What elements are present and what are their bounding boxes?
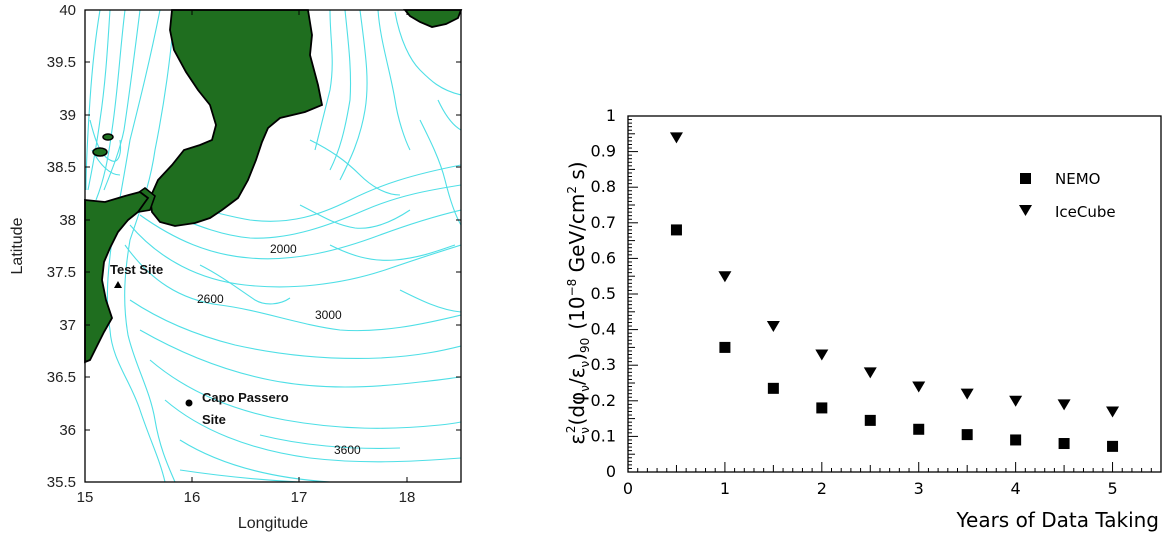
y-tick-label: 0.6 — [591, 248, 616, 267]
ylabel-eps: ε — [565, 434, 589, 445]
x-tick-label: 0 — [623, 479, 633, 498]
y-tick-label: 0.9 — [591, 142, 616, 161]
map-ytick: 36.5 — [47, 369, 76, 386]
nemo-point — [913, 423, 925, 435]
map-ticks — [84, 9, 461, 483]
legend: NEMO IceCube — [1019, 170, 1116, 221]
depth-label: 3000 — [315, 308, 342, 322]
map-ytick: 36 — [59, 422, 76, 439]
depth-label: 3600 — [334, 443, 361, 457]
map-ytick: 35.5 — [47, 474, 76, 491]
ylabel-sub-nu-2: ν — [578, 385, 592, 392]
icecube-point — [669, 132, 683, 144]
ylabel-sup2-b: 2 — [565, 186, 579, 194]
nemo-point — [816, 402, 828, 414]
map-ytick: 38 — [59, 212, 76, 229]
y-tick-label: 1 — [606, 106, 616, 125]
map-xtick: 15 — [77, 489, 94, 506]
ylabel-unit2: GeV/cm — [565, 194, 589, 279]
map-ytick: 39.5 — [47, 54, 76, 71]
nemo-point — [1058, 438, 1070, 450]
y-tick-label: 0.2 — [591, 391, 616, 410]
island — [92, 147, 108, 157]
plot-ylabel: εν2(dφν/εν)90(10−8 GeV/cm2 s) — [564, 161, 592, 444]
icecube-point — [815, 349, 829, 361]
map-ytick: 40 — [59, 2, 76, 19]
x-tick-label: 1 — [720, 479, 730, 498]
ylabel-mid: (dφ — [565, 392, 589, 426]
nemo-point — [719, 341, 731, 353]
ylabel-sub-nu-3: ν — [578, 360, 592, 367]
island — [102, 133, 114, 141]
map-ytick: 38.5 — [47, 159, 76, 176]
capo-passero-label-line1: Capo Passero — [202, 390, 289, 405]
y-tick-label: 0 — [606, 462, 616, 481]
x-tick-label: 3 — [914, 479, 924, 498]
y-tick-label: 0.1 — [591, 426, 616, 445]
map-ytick: 37 — [59, 317, 76, 334]
ylabel-exp: −8 — [565, 279, 579, 297]
x-tick-label: 4 — [1011, 479, 1021, 498]
plot-ticks — [627, 115, 1162, 473]
plot-tick-labels: 0 1 2 3 4 5 0 0.1 0.2 0.3 0.4 0.5 0.6 0.7 0.8 0.9 1 — [591, 106, 1118, 498]
icecube-point — [1009, 395, 1023, 407]
plot-points — [669, 132, 1120, 452]
ylabel-sub90: 90 — [578, 338, 592, 353]
nemo-point — [1107, 440, 1119, 452]
capo-passero-marker — [185, 399, 193, 407]
y-tick-label: 0.8 — [591, 177, 616, 196]
nemo-point — [1010, 434, 1022, 446]
scatter-panel: 0 1 2 3 4 5 0 0.1 0.2 0.3 0.4 0.5 0.6 0.7 0.8 0.9 1 NEMO… — [564, 106, 1162, 532]
map-xtick: 17 — [291, 489, 308, 506]
ylabel-slash: /ε — [565, 367, 589, 385]
y-tick-label: 0.5 — [591, 284, 616, 303]
map-ytick: 39 — [59, 107, 76, 124]
x-tick-label: 2 — [817, 479, 827, 498]
x-tick-label: 5 — [1107, 479, 1117, 498]
capo-passero-label-line2: Site — [202, 412, 226, 427]
map-ytick: 37.5 — [47, 264, 76, 281]
nemo-point — [961, 429, 973, 441]
ylabel-unit3: s) — [565, 161, 589, 186]
land-calabria — [149, 9, 324, 227]
map-ylabel: Latitude — [9, 217, 26, 274]
map-xtick: 18 — [399, 489, 416, 506]
ylabel-sub-nu: ν — [578, 427, 592, 434]
nemo-point — [864, 414, 876, 426]
nemo-point — [767, 382, 779, 394]
icecube-point — [960, 388, 974, 400]
y-tick-label: 0.4 — [591, 320, 616, 339]
legend-label-icecube: IceCube — [1055, 203, 1116, 221]
depth-label: 2000 — [270, 242, 297, 256]
map-xlabel: Longitude — [238, 515, 308, 532]
map-frame — [84, 9, 462, 483]
map-xtick: 16 — [184, 489, 201, 506]
legend-marker-icecube — [1019, 205, 1032, 216]
legend-label-nemo: NEMO — [1055, 170, 1100, 188]
map-panel: Test Site Capo Passero Site 2000 2600 30… — [9, 2, 463, 532]
nemo-point — [670, 224, 682, 236]
plot-xlabel: Years of Data Taking — [955, 508, 1159, 532]
ylabel-close: ) — [565, 353, 589, 361]
icecube-point — [1057, 399, 1071, 411]
icecube-point — [766, 321, 780, 333]
legend-marker-nemo — [1020, 173, 1031, 184]
y-tick-label: 0.7 — [591, 213, 616, 232]
land-sicily — [84, 191, 150, 364]
depth-label: 2600 — [197, 292, 224, 306]
bathymetry-contours — [85, 10, 461, 482]
icecube-point — [1106, 406, 1120, 418]
y-tick-label: 0.3 — [591, 355, 616, 374]
icecube-point — [718, 271, 732, 283]
test-site-marker — [114, 281, 122, 288]
ylabel-sup2: 2 — [564, 425, 578, 433]
test-site-label: Test Site — [110, 262, 163, 277]
icecube-point — [912, 381, 926, 393]
icecube-point — [863, 367, 877, 379]
ylabel-unit: (10 — [565, 296, 589, 329]
